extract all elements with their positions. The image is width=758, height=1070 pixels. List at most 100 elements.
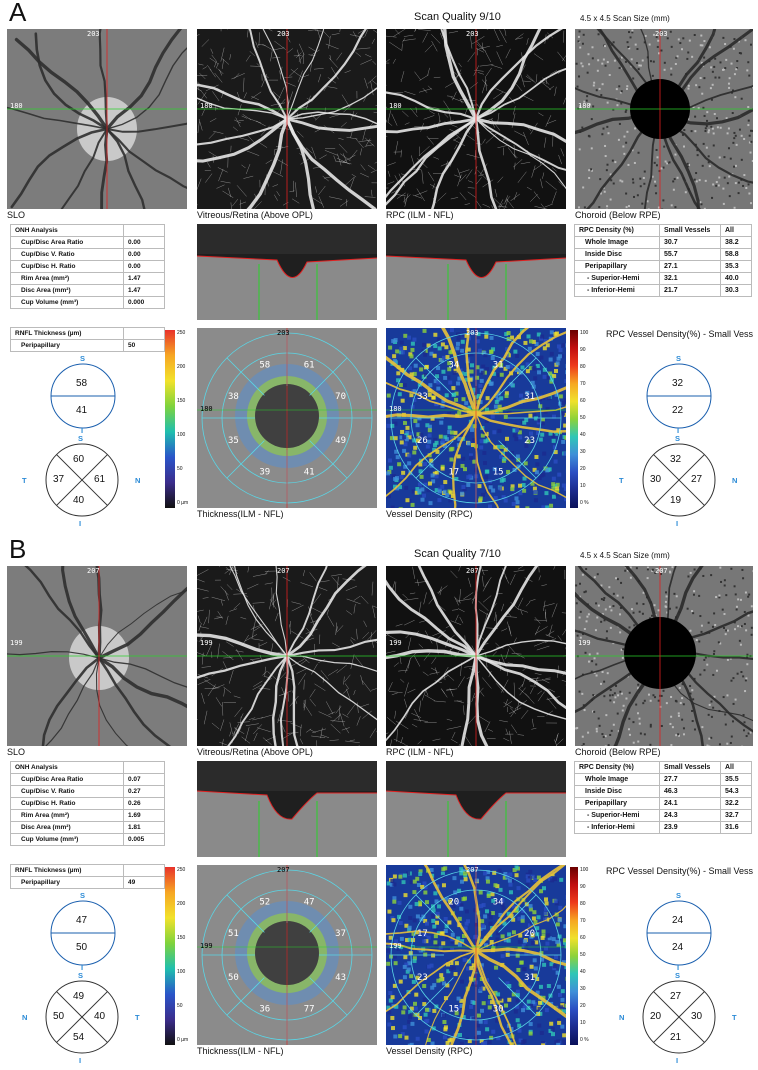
vd-quad-left-label: N	[619, 1013, 624, 1022]
bscan-right[interactable]	[386, 761, 566, 857]
onh-row: Rim Area (mm²)1.69	[11, 810, 165, 822]
sector-value: 38	[228, 392, 239, 402]
sector-value: 37	[335, 929, 346, 939]
quad-right-value: 61	[94, 474, 105, 485]
hemi-bottom-value: 50	[76, 942, 87, 953]
thickness-tick: 100	[177, 432, 185, 438]
sector-value: 15	[493, 468, 504, 478]
rnfl-header-row: RNFL Thickness (µm)	[11, 865, 165, 877]
onh-row-value: 0.005	[124, 834, 165, 846]
onh-row-value: 1.47	[124, 273, 165, 285]
sector-value: 39	[259, 468, 270, 478]
vd-left-number: 199	[389, 942, 402, 950]
choroid-left-number: 180	[578, 102, 591, 110]
vd-caption: Vessel Density (RPC)	[386, 509, 473, 519]
vd-quad-right-value: 30	[691, 1011, 702, 1022]
rnfl-value: 50	[124, 340, 165, 352]
vd-tick: 80	[580, 364, 586, 370]
vd-hemi-chart: S 24 24 I	[629, 891, 729, 973]
rpc-cell-small: 23.9	[660, 822, 721, 834]
choroid-image[interactable]: 207 199	[575, 566, 753, 746]
rpc-cell-small: 46.3	[660, 786, 721, 798]
vd-tick: 20	[580, 1003, 586, 1009]
bscan-right[interactable]	[386, 224, 566, 320]
sector-value: 49	[335, 436, 346, 446]
sector-value: 47	[304, 897, 315, 907]
vitreous-image[interactable]: 207 199	[197, 566, 377, 746]
slo-image[interactable]: 207 199	[7, 566, 187, 746]
slo-left-number: 199	[10, 639, 23, 647]
scan-size: 4.5 x 4.5 Scan Size (mm)	[580, 551, 670, 560]
vitreous-caption: Vitreous/Retina (Above OPL)	[197, 210, 313, 220]
rnfl-value: 49	[124, 877, 165, 889]
vd-tick: 20	[580, 466, 586, 472]
quad-s-label: S	[78, 434, 83, 443]
quad-right-label: N	[135, 476, 140, 485]
sector-value: 20	[448, 897, 459, 907]
sector-value: 77	[304, 1005, 315, 1015]
choroid-image[interactable]: 203 180	[575, 29, 753, 209]
vitreous-left-number: 199	[200, 639, 213, 647]
vd-quad-right-value: 27	[691, 474, 702, 485]
vd-quadrant-chart: S N T I 27 20 30 21	[619, 971, 739, 1065]
vd-quad-i-label: I	[676, 519, 678, 528]
rpc-cell-label: Peripapillary	[575, 261, 660, 273]
slo-image[interactable]: 203 180	[7, 29, 187, 209]
vitreous-image[interactable]: 203 180	[197, 29, 377, 209]
onh-row: Cup Volume (mm³)0.005	[11, 834, 165, 846]
panel-letter: A	[9, 0, 26, 28]
sector-value: 31	[524, 392, 535, 402]
thickness-top-number: 207	[277, 866, 290, 874]
vd-hemi-bottom-value: 24	[672, 942, 683, 953]
bscan-left[interactable]	[197, 224, 377, 320]
onh-row-value: 0.000	[124, 297, 165, 309]
quad-left-value: 37	[53, 474, 64, 485]
rnfl-hemi-chart: S 47 50 I	[33, 891, 133, 973]
rpc-col-header: Small Vessels	[660, 225, 721, 237]
vd-tick: 50	[580, 952, 586, 958]
vd-tick: 90	[580, 884, 586, 890]
thickness-left-number: 199	[200, 942, 213, 950]
vitreous-left-number: 180	[200, 102, 213, 110]
onh-title: ONH Analysis	[11, 225, 124, 237]
vd-tick: 10	[580, 483, 586, 489]
rpc-cell-label: Peripapillary	[575, 798, 660, 810]
onh-row-label: Cup/Disc Area Ratio	[11, 774, 124, 786]
hemi-top-value: 47	[76, 915, 87, 926]
rpc-cell-all: 30.3	[721, 285, 752, 297]
rpc-image[interactable]: 207 199	[386, 566, 566, 746]
thickness-tick: 0 µm	[177, 500, 188, 506]
rpc-col-header: All	[721, 762, 752, 774]
vd-tick: 60	[580, 935, 586, 941]
rnfl-title: RNFL Thickness (µm)	[11, 328, 124, 340]
vd-top-number: 203	[466, 329, 479, 337]
vd-quad-left-value: 30	[650, 474, 661, 485]
sector-value: 34	[493, 897, 504, 907]
sector-value: 51	[228, 929, 239, 939]
choroid-caption: Choroid (Below RPE)	[575, 210, 661, 220]
slo-top-number: 207	[87, 567, 100, 575]
hemi-top-value: 58	[76, 378, 87, 389]
bscan-left[interactable]	[197, 761, 377, 857]
rpc-image[interactable]: 203 180	[386, 29, 566, 209]
thickness-tick: 0 µm	[177, 1037, 188, 1043]
onh-row-label: Cup/Disc H. Ratio	[11, 798, 124, 810]
sector-value: 36	[259, 1005, 270, 1015]
sector-value: 50	[228, 973, 239, 983]
choroid-top-number: 203	[655, 30, 668, 38]
onh-row-label: Cup/Disc Area Ratio	[11, 237, 124, 249]
onh-row: Disc Area (mm²)1.47	[11, 285, 165, 297]
rpc-cell-label: - Inferior-Hemi	[575, 285, 660, 297]
